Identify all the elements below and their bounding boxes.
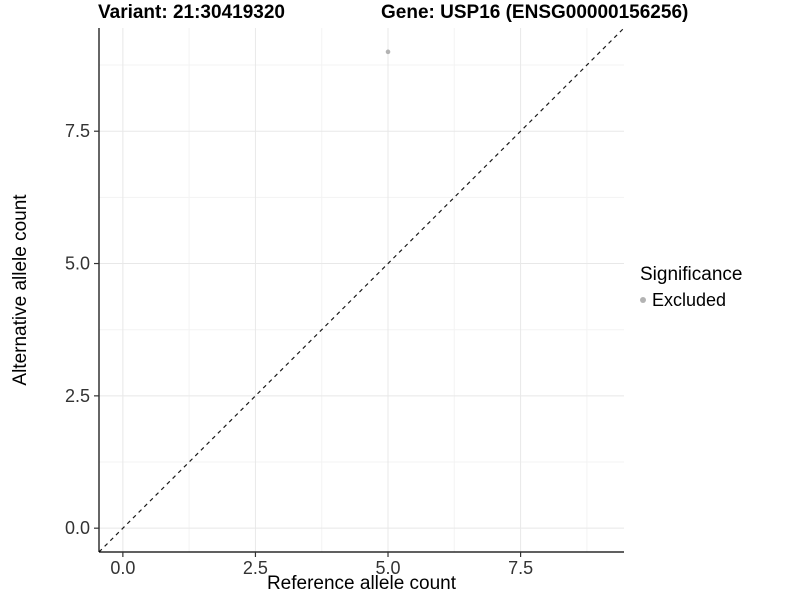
y-axis-title: Alternative allele count bbox=[10, 194, 31, 386]
identity-reference-line bbox=[98, 27, 625, 553]
x-tick-label: 2.5 bbox=[243, 558, 268, 578]
legend-item-excluded: Excluded bbox=[640, 290, 742, 311]
x-tick-label: 5.0 bbox=[375, 558, 400, 578]
variant-title: Variant: 21:30419320 bbox=[98, 2, 285, 23]
legend-point-icon bbox=[640, 297, 646, 304]
x-axis-title: Reference allele count bbox=[266, 573, 457, 594]
y-tick-label: 2.5 bbox=[65, 386, 90, 406]
legend-item-label: Excluded bbox=[652, 289, 727, 310]
legend-title: Significance bbox=[640, 264, 743, 285]
y-tick-label: 7.5 bbox=[65, 121, 90, 141]
y-tick-label: 5.0 bbox=[65, 254, 90, 274]
x-tick-label: 0.0 bbox=[110, 558, 135, 578]
y-tick-label: 0.0 bbox=[65, 518, 90, 538]
legend: Significance Excluded bbox=[640, 264, 742, 311]
data-point-excluded bbox=[385, 49, 391, 55]
x-tick-label: 7.5 bbox=[508, 558, 533, 578]
gene-title: Gene: USP16 (ENSG00000156256) bbox=[381, 2, 689, 23]
